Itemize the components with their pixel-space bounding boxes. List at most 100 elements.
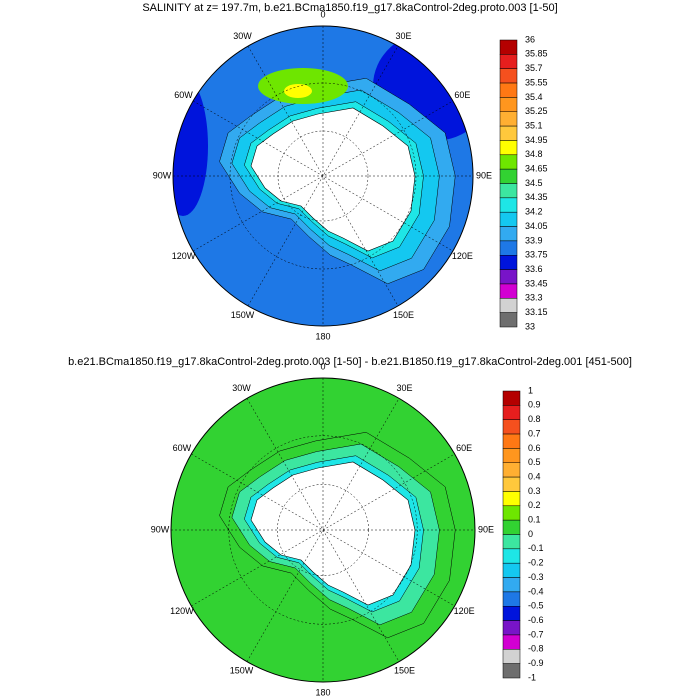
colorbar-box bbox=[499, 140, 518, 156]
colorbar-box bbox=[499, 269, 518, 285]
colorbar-label: 35.4 bbox=[525, 92, 543, 102]
colorbar-box bbox=[499, 183, 518, 199]
colorbar-box bbox=[499, 197, 518, 213]
colorbar-label: 0 bbox=[528, 529, 533, 539]
longitude-label: 120W bbox=[172, 251, 196, 261]
graticule bbox=[277, 484, 369, 576]
longitude-label: 120E bbox=[454, 606, 475, 616]
antarctica bbox=[250, 107, 416, 252]
colorbar-box bbox=[499, 298, 518, 313]
colorbar-label: 34.95 bbox=[525, 135, 548, 145]
colorbar-box bbox=[502, 462, 521, 478]
colorbar-box bbox=[499, 125, 518, 141]
colorbar-label: -0.6 bbox=[528, 615, 544, 625]
panel-title: SALINITY at z= 197.7m, b.e21.BCma1850.f1… bbox=[142, 2, 557, 14]
colorbar-label: 33.45 bbox=[525, 278, 548, 288]
colorbar-box bbox=[502, 620, 521, 636]
colorbar-box bbox=[499, 255, 518, 270]
colorbar-box bbox=[502, 390, 521, 406]
colorbar-label: 0.9 bbox=[528, 400, 541, 410]
colorbar-label: -0.5 bbox=[528, 601, 544, 611]
colorbar-box bbox=[502, 405, 521, 420]
colorbar-label: 0.8 bbox=[528, 414, 541, 424]
longitude-label: 0 bbox=[320, 9, 325, 19]
map-border bbox=[172, 25, 474, 327]
colorbar-label: 0.6 bbox=[528, 443, 541, 453]
colorbar-box bbox=[499, 211, 518, 227]
colorbar-box bbox=[499, 97, 518, 113]
colorbar-box bbox=[502, 649, 521, 664]
colorbar-box bbox=[499, 312, 518, 328]
colorbar-box bbox=[499, 154, 518, 170]
colorbar-box bbox=[502, 448, 521, 463]
colorbar-box bbox=[499, 39, 518, 55]
colorbar-label: 0.1 bbox=[528, 515, 541, 525]
longitude-label: 60E bbox=[454, 90, 470, 100]
colorbar-label: 35.7 bbox=[525, 63, 543, 73]
colorbar-label: 36 bbox=[525, 34, 535, 44]
longitude-label: 90E bbox=[478, 524, 494, 534]
colorbar-label: 34.5 bbox=[525, 178, 543, 188]
colorbar-box bbox=[502, 419, 521, 435]
map-field bbox=[173, 26, 473, 326]
colorbar-label: 0.2 bbox=[528, 500, 541, 510]
colorbar-label: -0.9 bbox=[528, 658, 544, 668]
longitude-label: 60W bbox=[173, 443, 192, 453]
colorbar-box bbox=[499, 68, 518, 84]
colorbar-label: 1 bbox=[528, 385, 533, 395]
colorbar-label: 34.65 bbox=[525, 164, 548, 174]
colorbar-label: 33 bbox=[525, 321, 535, 331]
longitude-label: 30E bbox=[396, 383, 412, 393]
colorbar-label: 0.7 bbox=[528, 428, 541, 438]
longitude-label: 60E bbox=[456, 443, 472, 453]
colorbar-label: 0.3 bbox=[528, 486, 541, 496]
colorbar-label: 33.75 bbox=[525, 250, 548, 260]
colorbar-box bbox=[502, 433, 521, 449]
longitude-label: 30E bbox=[395, 31, 411, 41]
colorbar-label: -0.1 bbox=[528, 543, 544, 553]
colorbar-label: -0.7 bbox=[528, 629, 544, 639]
colorbar-box bbox=[502, 562, 521, 578]
map-border bbox=[170, 377, 476, 683]
colorbar-box bbox=[502, 577, 521, 593]
map bbox=[170, 377, 476, 683]
colorbar-label: 34.2 bbox=[525, 207, 543, 217]
colorbar-box bbox=[502, 663, 521, 679]
colorbar-label: 33.9 bbox=[525, 235, 543, 245]
colorbar-label: 33.15 bbox=[525, 307, 548, 317]
field-patch bbox=[173, 76, 208, 216]
colorbar-box bbox=[502, 519, 521, 535]
colorbar-label: 33.3 bbox=[525, 293, 543, 303]
graticule bbox=[247, 45, 399, 307]
colorbar-box bbox=[502, 505, 521, 521]
colorbar-label: -0.3 bbox=[528, 572, 544, 582]
colorbar-label: -0.8 bbox=[528, 644, 544, 654]
longitude-label: 150W bbox=[230, 666, 254, 676]
longitude-label: 90W bbox=[153, 170, 172, 180]
graticule bbox=[246, 398, 400, 662]
colorbar-label: -1 bbox=[528, 672, 536, 682]
colorbar-box bbox=[502, 534, 521, 550]
longitude-label: 120E bbox=[452, 251, 473, 261]
field-patch bbox=[284, 84, 312, 98]
antarctica bbox=[250, 461, 416, 606]
colorbar-label: 33.6 bbox=[525, 264, 543, 274]
colorbar-box bbox=[502, 548, 521, 564]
longitude-label: 180 bbox=[315, 687, 330, 697]
colorbar-label: 35.55 bbox=[525, 77, 548, 87]
colorbar-box bbox=[499, 283, 518, 299]
map-field bbox=[171, 378, 475, 682]
graticule bbox=[277, 130, 369, 222]
colorbar-box bbox=[499, 82, 518, 98]
longitude-label: 150E bbox=[394, 666, 415, 676]
colorbar-box bbox=[499, 226, 518, 242]
colorbar-label: 34.05 bbox=[525, 221, 548, 231]
colorbar-box bbox=[502, 634, 521, 650]
colorbar-box bbox=[499, 54, 518, 69]
colorbar-box bbox=[499, 111, 518, 127]
colorbar-label: 34.35 bbox=[525, 192, 548, 202]
colorbar-label: 34.8 bbox=[525, 149, 543, 159]
colorbar-box bbox=[502, 591, 521, 607]
